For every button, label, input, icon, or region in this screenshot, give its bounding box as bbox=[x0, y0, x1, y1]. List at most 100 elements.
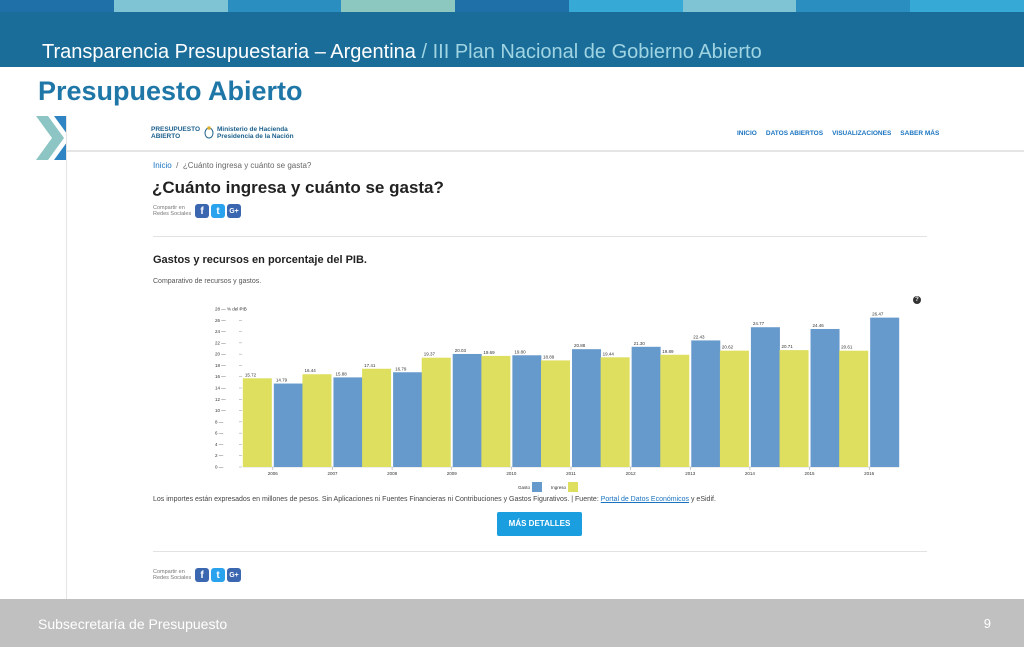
divider bbox=[153, 551, 927, 552]
data-label-ingreso: 19.89 bbox=[662, 349, 674, 354]
google-plus-icon[interactable]: G+ bbox=[227, 568, 241, 582]
share-label-line-2: Redes Sociales bbox=[153, 575, 192, 581]
breadcrumb-home[interactable]: Inicio bbox=[153, 161, 172, 170]
logo-line-1: PRESUPUESTO bbox=[151, 126, 201, 133]
site-header: PRESUPUESTO ABIERTO Ministerio de Haciend… bbox=[67, 116, 1024, 152]
x-tick-label: 2012 bbox=[626, 471, 637, 476]
legend-swatch-gasto[interactable] bbox=[532, 482, 543, 492]
data-label-ingreso: 19.44 bbox=[603, 351, 615, 356]
bar-gasto[interactable] bbox=[512, 355, 542, 467]
stripe-segment bbox=[0, 0, 114, 12]
data-label-ingreso: 15.72 bbox=[245, 372, 257, 377]
data-label-ingreso: 16.44 bbox=[304, 368, 316, 373]
bar-ingreso[interactable] bbox=[362, 368, 392, 467]
stripe-segment bbox=[455, 0, 569, 12]
twitter-icon[interactable]: t bbox=[211, 204, 225, 218]
share-label: Compartir en Redes Sociales bbox=[153, 569, 195, 582]
ministry-logo[interactable]: Ministerio de Hacienda Presidencia de la … bbox=[217, 126, 294, 140]
legend-label-gasto: Gasto bbox=[518, 484, 531, 490]
y-tick-label: 14 — bbox=[215, 386, 226, 391]
data-label-gasto: 20.88 bbox=[574, 343, 586, 348]
bar-gasto[interactable] bbox=[452, 353, 482, 467]
bar-ingreso[interactable] bbox=[481, 355, 511, 467]
presupuesto-abierto-logo[interactable]: PRESUPUESTO ABIERTO bbox=[151, 126, 200, 140]
bar-gasto[interactable] bbox=[393, 372, 423, 467]
bar-ingreso[interactable] bbox=[719, 350, 749, 467]
data-label-gasto: 14.79 bbox=[276, 378, 288, 383]
slide-title: Presupuesto Abierto bbox=[38, 76, 303, 106]
bar-ingreso[interactable] bbox=[660, 354, 690, 467]
data-label-gasto: 22.43 bbox=[693, 334, 705, 339]
share-label-line-1: Compartir en bbox=[153, 568, 185, 575]
data-label-ingreso: 20.71 bbox=[782, 344, 794, 349]
x-tick-label: 2010 bbox=[506, 471, 517, 476]
y-tick-label: 26 — bbox=[215, 318, 226, 323]
bar-ingreso[interactable] bbox=[541, 360, 570, 467]
stripe-segment bbox=[227, 0, 342, 12]
bar-ingreso[interactable] bbox=[600, 357, 630, 467]
color-stripe bbox=[0, 0, 1024, 12]
header-title: Transparencia Presupuestaria – Argentina… bbox=[42, 41, 762, 64]
y-tick-label: 28 — % del PIB bbox=[215, 307, 247, 312]
bar-ingreso[interactable] bbox=[302, 374, 332, 467]
website-screenshot: PRESUPUESTO ABIERTO Ministerio de Haciend… bbox=[66, 116, 1024, 599]
data-label-ingreso: 17.41 bbox=[364, 363, 376, 368]
data-label-ingreso: 20.61 bbox=[841, 345, 853, 350]
x-tick-label: 2011 bbox=[566, 471, 576, 476]
bar-ingreso[interactable] bbox=[779, 350, 809, 467]
data-label-gasto: 26.47 bbox=[872, 312, 884, 317]
nav-datos-abiertos[interactable]: DATOS ABIERTOS bbox=[765, 130, 824, 137]
note-text: Los importes están expresados en millone… bbox=[153, 496, 601, 503]
x-tick-label: 2015 bbox=[805, 471, 816, 476]
bar-gasto[interactable] bbox=[691, 340, 721, 467]
legend-swatch-ingreso[interactable] bbox=[568, 482, 579, 492]
x-tick-label: 2013 bbox=[685, 471, 696, 476]
y-tick-label: 18 — bbox=[215, 363, 226, 368]
y-tick-label: 24 — bbox=[215, 329, 226, 334]
stripe-segment bbox=[113, 0, 228, 12]
x-tick-label: 2009 bbox=[447, 471, 458, 476]
share-bar-top: Compartir en Redes Sociales f t G+ bbox=[153, 204, 243, 218]
x-tick-label: 2008 bbox=[387, 471, 398, 476]
bar-ingreso[interactable] bbox=[242, 378, 272, 467]
facebook-icon[interactable]: f bbox=[195, 204, 209, 218]
bar-gasto[interactable] bbox=[750, 327, 780, 467]
chart-title: Gastos y recursos en porcentaje del PIB. bbox=[153, 254, 367, 266]
data-label-gasto: 15.88 bbox=[335, 371, 347, 376]
data-label-gasto: 24.46 bbox=[813, 323, 825, 328]
header-banner: Transparencia Presupuestaria – Argentina… bbox=[0, 12, 1024, 67]
nav-visualizaciones[interactable]: VISUALIZACIONES bbox=[832, 130, 892, 137]
bar-gasto[interactable] bbox=[870, 317, 900, 467]
x-tick-label: 2014 bbox=[745, 471, 756, 476]
bar-ingreso[interactable] bbox=[839, 350, 869, 467]
bar-ingreso[interactable] bbox=[421, 357, 451, 467]
twitter-icon[interactable]: t bbox=[211, 568, 225, 582]
help-icon[interactable]: ? bbox=[913, 296, 921, 304]
stripe-segment bbox=[910, 0, 1024, 12]
header-subtitle: III Plan Nacional de Gobierno Abierto bbox=[432, 41, 762, 63]
bar-gasto[interactable] bbox=[572, 349, 601, 467]
y-tick-label: 12 — bbox=[215, 397, 226, 402]
x-tick-label: 2016 bbox=[864, 471, 875, 476]
bar-gasto[interactable] bbox=[631, 346, 661, 467]
nav-inicio[interactable]: INICIO bbox=[737, 130, 757, 137]
x-tick-label: 2006 bbox=[268, 471, 279, 476]
data-label-ingreso: 19.37 bbox=[424, 352, 436, 357]
portal-link[interactable]: Portal de Datos Económicos bbox=[600, 496, 690, 503]
bar-gasto[interactable] bbox=[333, 377, 363, 467]
facebook-icon[interactable]: f bbox=[195, 568, 209, 582]
ministry-line-2: Presidencia de la Nación bbox=[217, 133, 294, 140]
data-label-gasto: 24.77 bbox=[753, 321, 765, 326]
header-separator: / bbox=[415, 41, 433, 63]
google-plus-icon[interactable]: G+ bbox=[227, 204, 241, 218]
footer-bar: Subsecretaría de Presupuesto 9 bbox=[0, 599, 1024, 647]
y-tick-label: 4 — bbox=[215, 442, 224, 447]
nav-saber-mas[interactable]: SABER MÁS bbox=[900, 130, 940, 137]
site-nav: INICIO DATOS ABIERTOS VISUALIZACIONES SA… bbox=[737, 130, 939, 137]
share-label-line-2: Redes Sociales bbox=[153, 211, 192, 217]
bar-gasto[interactable] bbox=[810, 328, 840, 467]
legend-label-ingreso: Ingreso bbox=[551, 484, 567, 490]
bar-gasto[interactable] bbox=[273, 383, 303, 467]
mas-detalles-button[interactable]: MÁS DETALLES bbox=[497, 512, 582, 536]
